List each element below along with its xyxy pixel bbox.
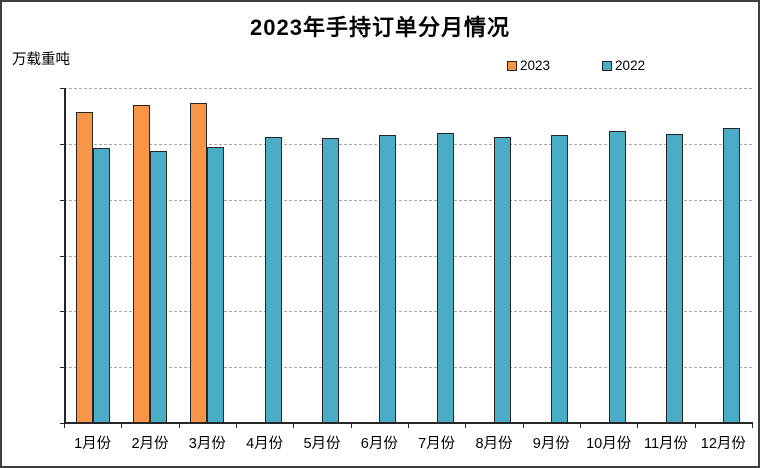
- y-tick-label-8000: 8000: [0, 193, 2, 207]
- x-tick-label-9月份: 9月份: [532, 436, 570, 452]
- x-tick-label-12月份: 12月份: [700, 436, 746, 452]
- x-tick-mark: [752, 424, 753, 428]
- x-tick-label-3月份: 3月份: [188, 436, 226, 452]
- y-axis-line: [64, 88, 66, 423]
- y-tick-label-10000: 10000: [0, 137, 2, 151]
- x-tick-mark: [293, 424, 295, 428]
- y-tick-mark: [60, 367, 64, 369]
- legend-swatch-2022-icon: [602, 60, 613, 71]
- legend-swatch-2023-icon: [507, 60, 517, 71]
- bar-2022-12月份: [723, 128, 741, 423]
- x-tick-label-10月份: 10月份: [586, 436, 632, 452]
- x-tick-label-1月份: 1月份: [74, 436, 112, 452]
- gridline-10000: [64, 143, 752, 145]
- y-tick-mark: [60, 88, 64, 89]
- legend-label-2022: 2022: [615, 58, 646, 73]
- chart-title: 2023年手持订单分月情况: [250, 15, 510, 40]
- x-tick-label-6月份: 6月份: [360, 436, 398, 452]
- gridline-6000: [64, 255, 752, 257]
- y-axis-unit-label: 万载重吨: [12, 52, 70, 68]
- x-tick-mark: [64, 424, 65, 428]
- gridline-2000: [64, 367, 752, 369]
- x-tick-mark: [236, 424, 237, 428]
- bar-2022-6月份: [379, 135, 397, 423]
- bar-2022-11月份: [666, 134, 683, 423]
- x-tick-label-4月份: 4月份: [246, 436, 284, 452]
- gridline-8000: [64, 199, 752, 201]
- y-tick-mark: [60, 143, 64, 145]
- x-axis-line: [64, 422, 753, 424]
- x-tick-mark: [522, 424, 524, 428]
- x-tick-label-5月份: 5月份: [303, 436, 341, 452]
- y-tick-mark: [60, 311, 64, 313]
- bar-2022-9月份: [551, 135, 569, 423]
- y-tick-mark: [60, 199, 64, 201]
- x-tick-mark: [408, 424, 409, 428]
- y-tick-mark: [60, 423, 64, 424]
- legend-item-2022: 2022: [602, 58, 645, 73]
- gridline-12000: [64, 88, 752, 89]
- x-tick-label-8月份: 8月份: [475, 436, 513, 452]
- x-tick-mark: [465, 424, 467, 428]
- legend-label-2023: 2023: [520, 58, 551, 73]
- bar-2022-10月份: [608, 131, 626, 423]
- bar-2022-3月份: [207, 146, 225, 423]
- x-tick-mark: [580, 424, 581, 428]
- x-tick-mark: [121, 424, 123, 428]
- x-tick-label-11月份: 11月份: [643, 436, 689, 452]
- x-tick-label-2月份: 2月份: [131, 436, 169, 452]
- x-tick-mark: [694, 424, 696, 428]
- x-tick-mark: [350, 424, 352, 428]
- bar-2022-2月份: [150, 150, 167, 423]
- gridline-4000: [64, 311, 752, 313]
- plot-area: [64, 88, 752, 423]
- bar-2023-3月份: [190, 103, 208, 423]
- y-tick-mark: [60, 255, 64, 257]
- x-tick-mark: [178, 424, 180, 428]
- y-tick-label-4000: 4000: [0, 304, 2, 318]
- legend-item-2023: 2023: [507, 58, 550, 73]
- x-tick-mark: [637, 424, 639, 428]
- bar-2023-2月份: [133, 104, 150, 423]
- x-tick-label-7月份: 7月份: [418, 436, 456, 452]
- legend: 2023 2022: [507, 58, 645, 73]
- y-tick-label-12000: 12000: [0, 81, 2, 95]
- bar-2022-7月份: [436, 132, 454, 423]
- y-tick-label-2000: 2000: [0, 360, 2, 374]
- bar-2023-1月份: [75, 111, 93, 423]
- bar-2022-5月份: [322, 138, 339, 423]
- y-tick-label-6000: 6000: [0, 249, 2, 263]
- bar-2022-1月份: [92, 148, 110, 423]
- bar-2022-4月份: [264, 136, 282, 423]
- bar-2022-8月份: [494, 136, 511, 423]
- y-tick-label-0: 0: [0, 416, 2, 430]
